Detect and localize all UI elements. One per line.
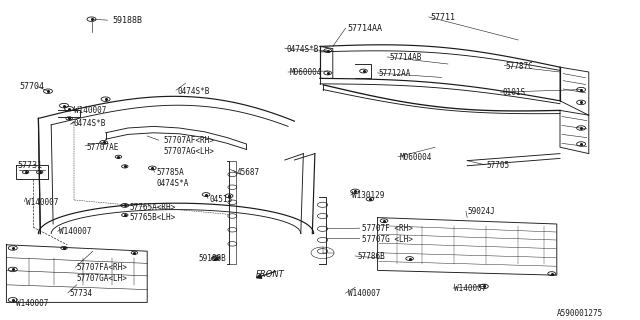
Text: 57707GA<LH>: 57707GA<LH>: [77, 274, 127, 283]
Text: 57707FA<RH>: 57707FA<RH>: [77, 263, 127, 272]
Text: 57714AA: 57714AA: [348, 24, 383, 33]
Text: 57705: 57705: [486, 161, 509, 170]
Text: 57785A: 57785A: [157, 168, 184, 177]
Text: M060004: M060004: [400, 153, 433, 162]
Text: 57731: 57731: [17, 161, 42, 170]
Text: 57734: 57734: [69, 289, 92, 298]
Text: W140007: W140007: [74, 106, 106, 115]
Text: M060004: M060004: [289, 68, 322, 77]
Text: 57707F <RH>: 57707F <RH>: [362, 224, 412, 233]
Text: 57765A<RH>: 57765A<RH>: [129, 203, 175, 212]
Text: 57787C: 57787C: [506, 62, 533, 71]
Text: 57704: 57704: [19, 82, 44, 91]
Text: 0101S: 0101S: [502, 88, 525, 97]
Text: W140007: W140007: [454, 284, 487, 293]
Text: 57714AB: 57714AB: [389, 53, 422, 62]
Text: 57707AE: 57707AE: [86, 143, 119, 152]
Text: 57711: 57711: [430, 13, 455, 22]
Text: 59188B: 59188B: [112, 16, 142, 25]
Text: A590001275: A590001275: [557, 309, 603, 318]
Text: W130129: W130129: [352, 191, 385, 200]
Text: 59024J: 59024J: [467, 207, 495, 216]
Text: W140007: W140007: [16, 299, 49, 308]
Text: 57786B: 57786B: [357, 252, 385, 261]
Text: 57707AF<RH>: 57707AF<RH>: [163, 136, 214, 145]
Text: W140007: W140007: [59, 228, 92, 236]
Text: W140007: W140007: [26, 198, 58, 207]
Text: 0451S: 0451S: [210, 195, 233, 204]
Text: 57765B<LH>: 57765B<LH>: [129, 213, 175, 222]
Text: 0474S*B: 0474S*B: [287, 45, 319, 54]
Text: 0474S*B: 0474S*B: [74, 119, 106, 128]
Text: 57712AA: 57712AA: [379, 69, 412, 78]
Text: 45687: 45687: [237, 168, 260, 177]
Text: 57707G <LH>: 57707G <LH>: [362, 235, 412, 244]
Text: W140007: W140007: [348, 289, 380, 298]
Text: FRONT: FRONT: [256, 270, 285, 279]
Text: 59188B: 59188B: [198, 254, 226, 263]
Text: 0474S*A: 0474S*A: [157, 179, 189, 188]
Text: 0474S*B: 0474S*B: [178, 87, 211, 96]
Text: 57707AG<LH>: 57707AG<LH>: [163, 147, 214, 156]
